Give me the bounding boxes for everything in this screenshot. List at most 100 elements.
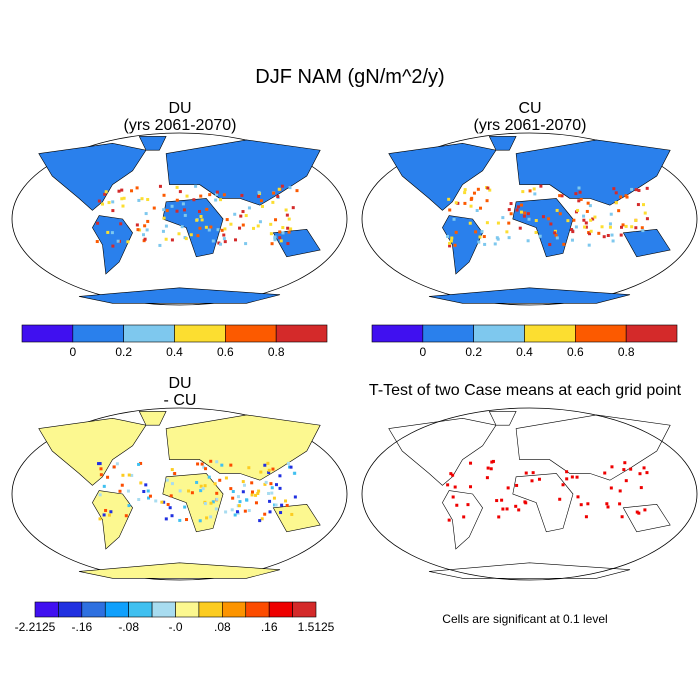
grid-cell [243, 509, 247, 513]
grid-cell [127, 473, 131, 477]
grid-cell [170, 468, 174, 472]
grid-cell [289, 465, 293, 469]
grid-cell [214, 192, 218, 196]
grid-cell [469, 204, 473, 208]
grid-cell [623, 461, 627, 465]
grid-cell [521, 190, 525, 194]
grid-cell [250, 490, 254, 494]
grid-cell [279, 511, 283, 515]
grid-cell [247, 509, 251, 513]
grid-cell [641, 229, 645, 233]
grid-cell [95, 240, 99, 244]
grid-cell [635, 510, 639, 514]
panel-title-ttest: T-Test of two Case means at each grid po… [368, 382, 682, 399]
grid-cell [183, 213, 187, 217]
grid-cell [184, 237, 188, 241]
grid-cell [259, 470, 263, 474]
grid-cell [614, 191, 618, 195]
grid-cell [284, 208, 288, 212]
grid-cell [643, 508, 647, 512]
grid-cell [223, 240, 227, 244]
grid-cell [111, 244, 115, 248]
grid-cell [118, 489, 122, 493]
grid-cell [147, 496, 151, 500]
grid-cell [477, 240, 481, 244]
grid-cell [553, 229, 557, 233]
grid-cell [143, 237, 147, 241]
grid-cell [189, 233, 193, 237]
grid-cell [175, 185, 179, 189]
grid-cell [641, 203, 645, 207]
grid-cell [488, 188, 492, 192]
grid-cell [579, 197, 583, 201]
colorbar-box [174, 324, 226, 343]
grid-cell [166, 502, 170, 506]
grid-cell [617, 209, 621, 213]
grid-cell [158, 243, 162, 247]
grid-cell [180, 225, 184, 229]
grid-cell [146, 489, 150, 493]
grid-cell [273, 238, 277, 242]
grid-cell [518, 226, 522, 230]
grid-cell [274, 503, 278, 507]
grid-cell [586, 502, 590, 506]
continent [428, 287, 631, 304]
grid-cell [449, 239, 453, 243]
grid-cell [454, 230, 458, 234]
grid-cell [219, 198, 223, 202]
grid-cell [144, 483, 148, 487]
grid-cell [593, 215, 597, 219]
grid-cell [229, 222, 233, 226]
grid-cell [579, 503, 583, 507]
grid-cell [278, 230, 282, 234]
grid-cell [515, 208, 519, 212]
grid-cell [565, 477, 569, 481]
colorbar-label: 0.2 [465, 345, 482, 359]
grid-cell [229, 487, 233, 491]
grid-cell [121, 473, 125, 477]
grid-cell [130, 189, 134, 193]
grid-cell [215, 460, 219, 464]
continent [78, 562, 281, 579]
grid-cell [209, 459, 213, 463]
grid-cell [629, 467, 633, 471]
grid-cell [278, 474, 282, 478]
colorbar-du: 0 0.2 0.4 0.6 0.8 [21, 324, 328, 359]
grid-cell [239, 214, 243, 218]
grid-cell [264, 480, 268, 484]
grid-cell [534, 219, 538, 223]
grid-cell [241, 223, 245, 227]
grid-cell [241, 490, 245, 494]
grid-cell [285, 213, 289, 217]
grid-cell [268, 510, 272, 514]
grid-cell [277, 187, 281, 191]
grid-cell [609, 486, 613, 490]
grid-cell [154, 499, 158, 503]
grid-cell [240, 193, 244, 197]
grid-cell [287, 465, 291, 469]
grid-cell [222, 193, 226, 197]
continent [622, 503, 671, 533]
grid-cell [639, 486, 643, 490]
grid-cell [211, 500, 215, 504]
continent [488, 411, 517, 426]
grid-cell [539, 184, 543, 188]
grid-cell [523, 500, 527, 504]
colorbar-label: 0 [69, 345, 76, 359]
grid-cell [645, 186, 649, 190]
grid-cell [199, 214, 203, 218]
grid-cell [175, 209, 179, 213]
grid-cell [254, 493, 258, 497]
grid-cell [618, 502, 622, 506]
grid-cell [215, 190, 219, 194]
grid-cell [257, 489, 261, 493]
grid-cell [634, 188, 638, 192]
grid-cell [203, 484, 207, 488]
grid-cell [233, 513, 237, 517]
grid-cell [250, 481, 254, 485]
grid-cell [209, 515, 213, 519]
grid-cell [269, 482, 273, 486]
grid-cell [447, 197, 451, 201]
grid-cell [287, 461, 291, 465]
